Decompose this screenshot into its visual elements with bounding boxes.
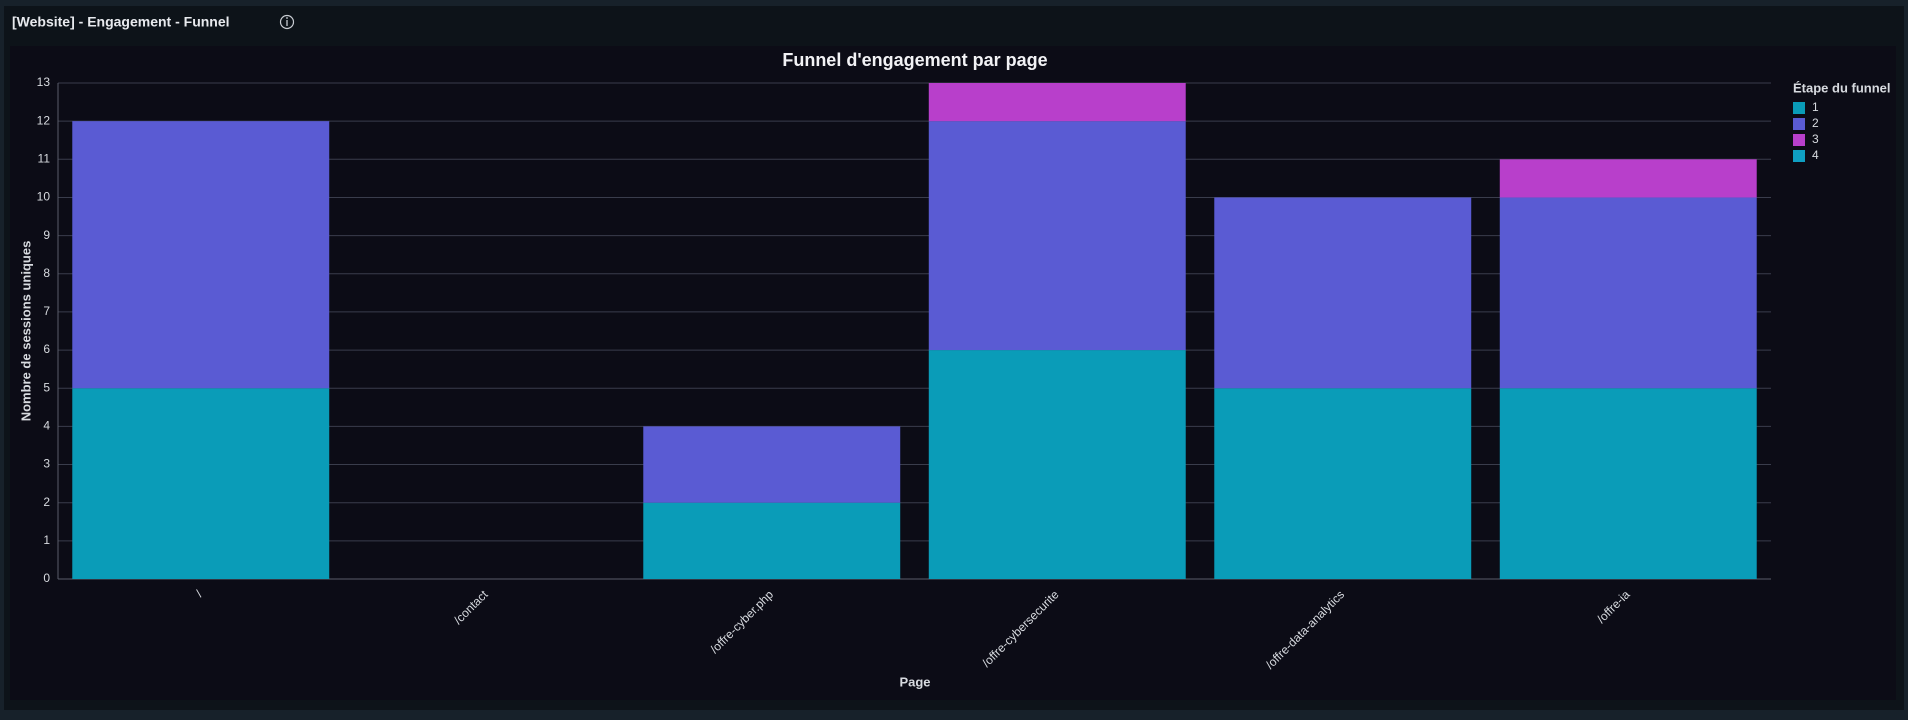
bar-segment	[72, 388, 330, 579]
y-tick-label: 10	[37, 190, 51, 204]
y-tick-label: 3	[43, 457, 50, 471]
bar-segment	[1214, 388, 1472, 579]
bar-segment	[1499, 159, 1757, 198]
legend-label: 4	[1812, 148, 1819, 162]
y-tick-label: 9	[43, 228, 50, 242]
y-tick-label: 1	[43, 533, 50, 547]
bar-segment	[928, 350, 1186, 579]
y-tick-label: 4	[43, 419, 50, 433]
info-icon[interactable]	[279, 14, 295, 30]
panel-title: [Website] - Engagement - Funnel	[12, 14, 230, 30]
y-tick-label: 2	[43, 495, 50, 509]
y-tick-label: 7	[43, 304, 50, 318]
y-tick-label: 11	[38, 151, 51, 165]
legend-label: 2	[1812, 116, 1819, 130]
bar-segment	[928, 121, 1186, 351]
y-tick-label: 5	[43, 380, 50, 394]
bar-segment	[72, 121, 330, 389]
bar-segment	[643, 502, 901, 579]
legend-swatch	[1793, 102, 1805, 114]
chart-title: Funnel d'engagement par page	[782, 50, 1047, 70]
legend-label: 1	[1812, 100, 1819, 114]
y-tick-label: 0	[43, 571, 50, 585]
legend-label: 3	[1812, 132, 1819, 146]
y-axis-label: Nombre de sessions uniques	[18, 241, 33, 422]
legend-swatch	[1793, 150, 1805, 162]
y-tick-label: 6	[43, 342, 50, 356]
y-tick-label: 13	[37, 75, 51, 89]
legend-title: Étape du funnel	[1793, 80, 1891, 95]
bar-segment	[1499, 197, 1757, 389]
y-tick-label: 12	[37, 113, 51, 127]
bar-segment	[928, 83, 1186, 122]
y-tick-label: 8	[43, 266, 50, 280]
x-axis-label: Page	[899, 674, 930, 689]
legend-swatch	[1793, 134, 1805, 146]
bar-segment	[1214, 197, 1472, 389]
bar-segment	[643, 426, 901, 503]
legend-swatch	[1793, 118, 1805, 130]
bar-segment	[1499, 388, 1757, 579]
